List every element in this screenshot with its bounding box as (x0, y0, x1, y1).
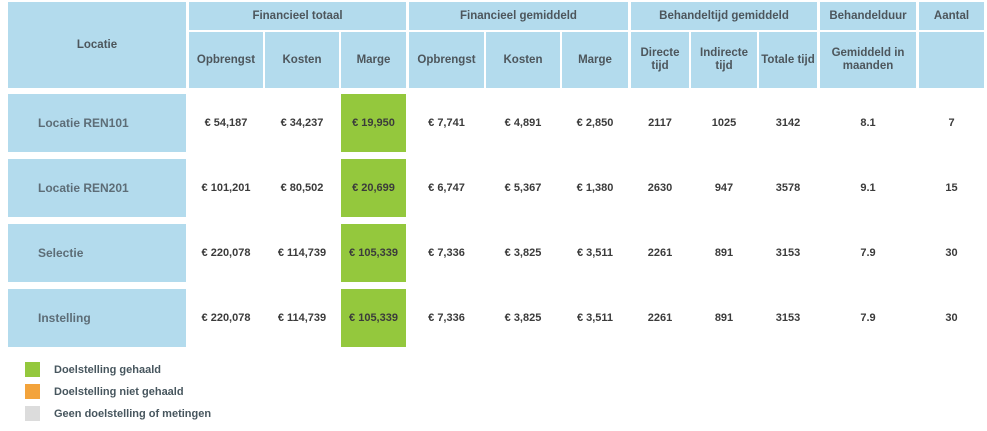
cell-kosten-totaal: € 114,739 (265, 289, 339, 347)
cell-kosten-gemiddeld: € 5,367 (486, 159, 560, 217)
legend-item-gehaald: Doelstelling gehaald (25, 362, 987, 377)
cell-marge-totaal-status: € 105,339 (341, 289, 406, 347)
cell-gemiddeld-in-maanden: 9.1 (820, 159, 916, 217)
row-label-selectie: Selectie (8, 224, 186, 282)
row-label-instelling: Instelling (8, 289, 186, 347)
table-row: Locatie REN201 € 101,201 € 80,502 € 20,6… (8, 159, 987, 217)
legend: Doelstelling gehaald Doelstelling niet g… (25, 362, 987, 421)
cell-opbrengst-totaal: € 101,201 (189, 159, 263, 217)
cell-totale-tijd: 3153 (759, 289, 817, 347)
cell-directe-tijd: 2261 (631, 289, 689, 347)
column-group-behandeltijd-gemiddeld: Behandeltijd gemiddeld Directe tijd Indi… (631, 2, 817, 88)
financial-report: Locatie Financieel totaal Opbrengst Kost… (8, 2, 987, 421)
column-header-directe-tijd: Directe tijd (631, 32, 689, 88)
column-group-financieel-gemiddeld: Financieel gemiddeld Opbrengst Kosten Ma… (409, 2, 628, 88)
group-header-financieel-gemiddeld: Financieel gemiddeld (409, 2, 628, 30)
cell-opbrengst-totaal: € 220,078 (189, 289, 263, 347)
cell-directe-tijd: 2630 (631, 159, 689, 217)
cell-directe-tijd: 2117 (631, 94, 689, 152)
cell-opbrengst-gemiddeld: € 7,741 (409, 94, 484, 152)
column-header-locatie: Locatie (8, 2, 186, 88)
cell-aantal: 7 (919, 94, 984, 152)
gray-swatch-icon (25, 406, 40, 421)
cell-gemiddeld-in-maanden: 7.9 (820, 289, 916, 347)
green-swatch-icon (25, 362, 40, 377)
cell-kosten-totaal: € 114,739 (265, 224, 339, 282)
cell-indirecte-tijd: 947 (691, 159, 757, 217)
column-header-marge-gemiddeld: Marge (562, 32, 628, 88)
cell-kosten-totaal: € 80,502 (265, 159, 339, 217)
column-header-gemiddeld-in-maanden: Gemiddeld in maanden (820, 32, 916, 88)
column-header-opbrengst-gemiddeld: Opbrengst (409, 32, 484, 88)
cell-aantal: 30 (919, 224, 984, 282)
cell-kosten-gemiddeld: € 3,825 (486, 224, 560, 282)
row-label-locatie-ren101: Locatie REN101 (8, 94, 186, 152)
cell-indirecte-tijd: 1025 (691, 94, 757, 152)
legend-item-niet-gehaald: Doelstelling niet gehaald (25, 384, 987, 399)
column-header-kosten-totaal: Kosten (265, 32, 339, 88)
column-group-financieel-totaal: Financieel totaal Opbrengst Kosten Marge (189, 2, 406, 88)
column-header-totale-tijd: Totale tijd (759, 32, 817, 88)
cell-indirecte-tijd: 891 (691, 289, 757, 347)
table-row: Locatie REN101 € 54,187 € 34,237 € 19,95… (8, 94, 987, 152)
cell-totale-tijd: 3578 (759, 159, 817, 217)
cell-marge-gemiddeld: € 3,511 (562, 289, 628, 347)
legend-item-geen-doelstelling: Geen doelstelling of metingen (25, 406, 987, 421)
cell-marge-gemiddeld: € 3,511 (562, 224, 628, 282)
cell-directe-tijd: 2261 (631, 224, 689, 282)
cell-marge-totaal-status: € 19,950 (341, 94, 406, 152)
column-header-marge-totaal: Marge (341, 32, 406, 88)
column-header-kosten-gemiddeld: Kosten (486, 32, 560, 88)
group-header-financieel-totaal: Financieel totaal (189, 2, 406, 30)
cell-opbrengst-gemiddeld: € 7,336 (409, 289, 484, 347)
cell-gemiddeld-in-maanden: 8.1 (820, 94, 916, 152)
cell-marge-totaal-status: € 20,699 (341, 159, 406, 217)
table-row: Instelling € 220,078 € 114,739 € 105,339… (8, 289, 987, 347)
cell-indirecte-tijd: 891 (691, 224, 757, 282)
cell-aantal: 30 (919, 289, 984, 347)
cell-aantal: 15 (919, 159, 984, 217)
group-header-behandelduur: Behandelduur (820, 2, 916, 30)
cell-opbrengst-gemiddeld: € 7,336 (409, 224, 484, 282)
column-header-aantal-empty (919, 32, 984, 88)
cell-totale-tijd: 3142 (759, 94, 817, 152)
cell-kosten-totaal: € 34,237 (265, 94, 339, 152)
cell-kosten-gemiddeld: € 4,891 (486, 94, 560, 152)
legend-label: Doelstelling gehaald (54, 363, 161, 376)
cell-marge-gemiddeld: € 2,850 (562, 94, 628, 152)
cell-marge-gemiddeld: € 1,380 (562, 159, 628, 217)
cell-opbrengst-totaal: € 54,187 (189, 94, 263, 152)
orange-swatch-icon (25, 384, 40, 399)
table-header: Locatie Financieel totaal Opbrengst Kost… (8, 2, 987, 88)
cell-marge-totaal-status: € 105,339 (341, 224, 406, 282)
legend-label: Geen doelstelling of metingen (54, 407, 212, 420)
row-label-locatie-ren201: Locatie REN201 (8, 159, 186, 217)
legend-label: Doelstelling niet gehaald (54, 385, 184, 398)
cell-kosten-gemiddeld: € 3,825 (486, 289, 560, 347)
column-header-opbrengst-totaal: Opbrengst (189, 32, 263, 88)
column-header-aantal: Aantal (919, 2, 984, 30)
column-header-indirecte-tijd: Indirecte tijd (691, 32, 757, 88)
group-header-behandeltijd-gemiddeld: Behandeltijd gemiddeld (631, 2, 817, 30)
column-group-behandelduur: Behandelduur Gemiddeld in maanden (820, 2, 916, 88)
cell-totale-tijd: 3153 (759, 224, 817, 282)
cell-opbrengst-gemiddeld: € 6,747 (409, 159, 484, 217)
table-row: Selectie € 220,078 € 114,739 € 105,339 €… (8, 224, 987, 282)
cell-gemiddeld-in-maanden: 7.9 (820, 224, 916, 282)
column-group-aantal: Aantal (919, 2, 984, 88)
cell-opbrengst-totaal: € 220,078 (189, 224, 263, 282)
